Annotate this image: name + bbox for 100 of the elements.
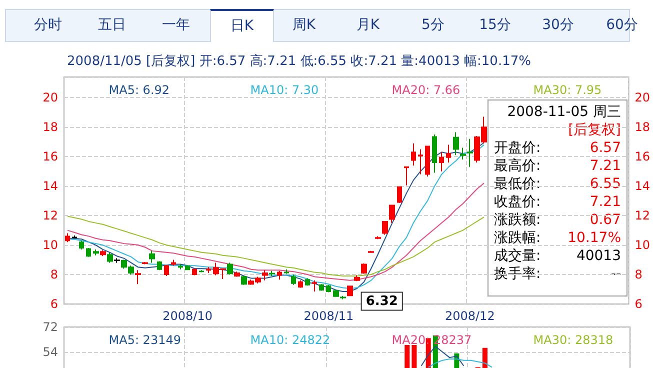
candlestick [305, 278, 310, 286]
candlestick [262, 270, 268, 281]
candlestick [206, 266, 211, 274]
candlestick [269, 270, 275, 276]
text: 五日 [97, 16, 127, 35]
legend-label: MA30: 28318 [533, 333, 614, 347]
y2-tick-label: 14 [634, 179, 650, 194]
candlestick [199, 270, 204, 273]
candlestick [404, 166, 409, 186]
line-series [428, 358, 493, 368]
line-series [420, 346, 464, 366]
annotation: 成交量: [494, 248, 541, 264]
candlestick [185, 265, 190, 271]
candlestick [157, 260, 162, 271]
candlestick [312, 280, 317, 292]
candlestick [234, 271, 240, 278]
candlestick [178, 264, 183, 270]
candlestick [361, 262, 367, 274]
candlestick [411, 142, 416, 166]
y-tick-label: 20 [42, 90, 58, 105]
candlestick [171, 259, 176, 266]
candlestick [114, 258, 120, 264]
annotation: 10.17% [568, 230, 621, 246]
y-tick-label: 16 [42, 150, 58, 164]
text: MA5: 6.92 [108, 83, 170, 97]
candlestick [284, 268, 289, 274]
candlestick [326, 284, 331, 293]
candlestick [72, 234, 77, 239]
text: 月K [355, 16, 381, 35]
candlestick [107, 252, 113, 264]
y2-tick-label: 6 [634, 297, 642, 311]
annotation: 开盘价: [494, 140, 541, 156]
y-tick-label: 14 [42, 179, 58, 194]
line-series [67, 182, 485, 281]
candlestick [135, 270, 141, 285]
annotation: 7.21 [590, 158, 621, 174]
y2-tick-label: 20 [634, 90, 650, 105]
candlestick [347, 286, 353, 296]
y2-tick-label: 16 [634, 150, 650, 164]
y2-tick-label: 8 [634, 268, 642, 282]
y-tick-label: 54 [42, 345, 58, 359]
text: MA5: 23149 [108, 333, 181, 347]
y2-tick-label: 18 [634, 120, 650, 134]
candlestick [439, 152, 444, 172]
chart-title: 2008/11/05 [后复权] 开:6.57 高:7.21 低:6.55 收:7.21 量:40013 幅:10.17% [67, 53, 531, 69]
y-tick-label: 72 [42, 320, 58, 334]
text: 60分 [605, 16, 639, 35]
candlestick [86, 247, 91, 258]
candlestick [298, 280, 303, 288]
y-tick-label: 12 [42, 208, 58, 223]
candlestick [467, 138, 473, 168]
text: 一年 [161, 16, 191, 35]
candlestick [453, 132, 459, 156]
annotation: 6.57 [590, 140, 621, 156]
candlestick [291, 274, 296, 286]
annotation: 7.21 [590, 194, 621, 210]
text: 15分 [478, 16, 512, 35]
candlestick [368, 250, 374, 253]
x-tick-label: 2008/10 [162, 309, 212, 323]
candlestick [432, 134, 437, 174]
text: MA10: 7.30 [250, 83, 319, 97]
candlestick [79, 240, 84, 250]
text: MA30: 7.95 [533, 83, 602, 97]
candlestick [164, 264, 169, 276]
candlestick [319, 284, 324, 292]
annotation: 40013 [576, 248, 621, 264]
text: MA20: 7.66 [392, 83, 460, 97]
candlestick [382, 220, 388, 236]
candlestick [142, 261, 148, 265]
candlestick [418, 148, 423, 175]
candlestick [149, 250, 155, 264]
candlestick [375, 236, 381, 240]
candlestick [397, 186, 402, 204]
candlestick [100, 250, 106, 257]
text: 周K [291, 16, 317, 35]
candlestick [241, 275, 247, 286]
annotation: 收盘价: [494, 194, 541, 210]
y-tick-label: 8 [50, 268, 58, 282]
candlestick [192, 268, 197, 276]
y-tick-label: 18 [42, 120, 58, 134]
candlestick [65, 232, 70, 243]
annotation: 最高价: [494, 158, 541, 174]
candlestick [277, 270, 282, 280]
y-tick-label: 10 [42, 238, 58, 252]
x-tick-label: 2008/12 [444, 309, 495, 323]
x-tick-label: 2008/11 [304, 309, 354, 323]
line-series [67, 216, 485, 276]
annotation: 6.32 [366, 294, 398, 309]
candlestick [93, 248, 99, 256]
text: 30分 [541, 16, 575, 35]
candlestick [227, 262, 233, 276]
candlestick [425, 146, 430, 177]
y-tick-label: 6 [50, 297, 58, 311]
candlestick [389, 204, 395, 224]
text: MA10: 24822 [250, 333, 330, 347]
annotation: 涨跌幅: [494, 230, 541, 246]
annotation: 2008-11-05 周三 [507, 104, 621, 120]
text: 分时 [33, 16, 63, 35]
candlestick [446, 144, 451, 163]
y2-tick-label: 12 [634, 208, 650, 223]
